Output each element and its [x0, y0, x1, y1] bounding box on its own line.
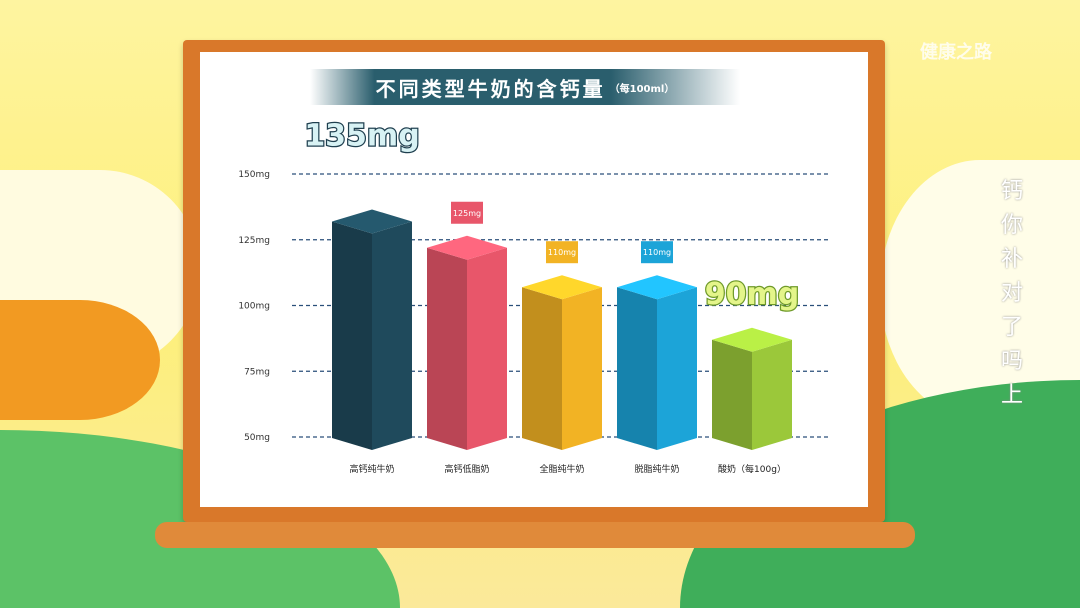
bar-right-face — [467, 247, 507, 450]
y-tick-label: 125mg — [238, 236, 270, 246]
y-tick-label: 150mg — [238, 170, 270, 180]
data-label-tag — [546, 241, 578, 264]
bar-left-face — [617, 287, 657, 450]
bar-right-face — [562, 287, 602, 450]
data-label: 125mg — [453, 209, 481, 218]
bar-left-face — [712, 339, 752, 450]
category-label: 全脂纯牛奶 — [539, 463, 584, 475]
bar-left-face — [427, 247, 467, 450]
y-tick-label: 75mg — [244, 367, 270, 377]
bar-top-face — [712, 327, 792, 352]
category-label: 高钙低脂奶 — [444, 463, 489, 475]
background-cloud — [880, 160, 1080, 420]
watermark-logo: 健康之路 — [920, 42, 992, 63]
side-caption: 钙你补对了吗 上 — [1000, 179, 1023, 408]
data-label-tag — [451, 201, 483, 224]
bar-right-face — [372, 221, 412, 450]
bar-top-face — [427, 235, 507, 260]
category-label: 高钙纯牛奶 — [349, 463, 394, 475]
data-label: 135mg — [304, 118, 419, 153]
bar-left-face — [332, 221, 372, 450]
bar-right-face — [657, 287, 697, 450]
bar-top-face — [522, 275, 602, 300]
data-label: 110mg — [548, 248, 576, 257]
data-label: 90mg — [705, 277, 799, 312]
category-label: 脱脂纯牛奶 — [634, 463, 679, 475]
data-label: 110mg — [643, 248, 671, 257]
chart-title: 不同类型牛奶的含钙量 （每100ml） — [310, 69, 740, 105]
bar-right-face — [752, 339, 792, 450]
category-label: 酸奶（每100g） — [718, 463, 786, 475]
background-bush — [0, 300, 160, 420]
bar-top-face — [332, 209, 412, 234]
chart-subtitle: （每100ml） — [609, 83, 675, 95]
chart-title-text: 不同类型牛奶的含钙量 — [375, 76, 606, 101]
bar-top-face — [617, 275, 697, 300]
data-label-tag — [641, 241, 673, 264]
board-ledge — [155, 522, 915, 548]
y-tick-label: 50mg — [244, 433, 270, 443]
y-tick-label: 100mg — [238, 302, 270, 312]
bar-left-face — [522, 287, 562, 450]
